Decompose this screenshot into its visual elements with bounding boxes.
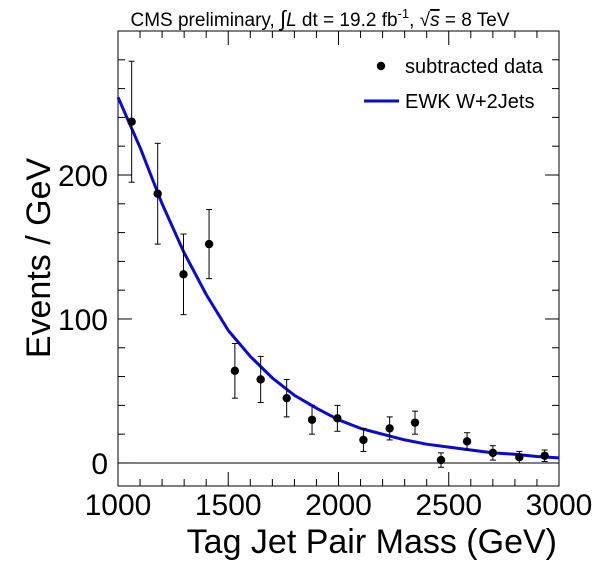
data-point [179, 233, 188, 316]
title-lumi-symbol: L [286, 10, 297, 31]
data-marker [333, 414, 342, 423]
data-marker [127, 117, 136, 126]
legend: subtracted data EWK W+2Jets [364, 56, 544, 113]
x-tick-label: 2500 [415, 489, 482, 522]
data-point [359, 427, 368, 452]
data-marker [359, 435, 368, 445]
x-tick-label: 2000 [305, 489, 372, 522]
title-separator: , [409, 10, 420, 31]
title-lumi-exponent: -1 [398, 6, 410, 21]
title-sqrt: √ [420, 10, 431, 31]
title-integral: ∫ [278, 6, 288, 31]
data-point [462, 432, 472, 451]
x-tick-label: 3000 [526, 489, 593, 522]
data-marker [256, 375, 265, 384]
legend-label-data: subtracted data [405, 56, 544, 78]
data-marker [230, 366, 240, 376]
data-point [436, 452, 446, 468]
data-marker [153, 189, 162, 198]
x-axis-title: Tag Jet Pair Mass (GeV) [187, 523, 557, 561]
data-marker [515, 453, 524, 462]
x-tick-label: 1000 [85, 489, 152, 522]
title-s: s [430, 10, 440, 31]
y-tick-label: 0 [91, 448, 108, 481]
data-marker [307, 415, 317, 424]
data-marker [410, 418, 420, 427]
data-point [256, 355, 265, 403]
axis-tick-labels: 1000 1500 2000 2500 3000 0 100 200 [58, 160, 592, 522]
data-marker [385, 424, 394, 433]
data-point [333, 404, 342, 432]
data-marker [204, 239, 214, 249]
data-point [307, 404, 317, 435]
legend-marker-data [376, 61, 386, 71]
data-point [230, 342, 240, 399]
data-point [282, 378, 291, 418]
data-point [410, 410, 420, 435]
x-tick-label: 1500 [195, 489, 262, 522]
data-point [540, 449, 549, 463]
axis-ticks [117, 30, 560, 486]
data-point [153, 142, 162, 245]
data-point [127, 60, 136, 183]
legend-label-curve: EWK W+2Jets [405, 91, 534, 113]
y-tick-label: 200 [58, 160, 108, 193]
data-marker [540, 451, 549, 460]
data-marker [282, 393, 291, 403]
data-point [385, 416, 394, 441]
y-axis-title: Events / GeV [20, 158, 58, 359]
data-points [127, 60, 549, 468]
data-point [204, 209, 214, 280]
chart-title: CMS preliminary, ∫L dt = 19.2 fb-1, √s =… [130, 6, 509, 31]
data-point [488, 445, 498, 461]
data-marker [488, 448, 498, 458]
data-marker [436, 455, 446, 465]
data-marker [462, 437, 472, 446]
title-lumi: dt = 19.2 fb [297, 10, 398, 31]
data-marker [179, 270, 188, 279]
title-energy: = 8 TeV [440, 10, 510, 31]
title-prefix: CMS preliminary, [130, 10, 280, 31]
y-tick-label: 100 [58, 304, 108, 337]
data-point [515, 450, 524, 464]
